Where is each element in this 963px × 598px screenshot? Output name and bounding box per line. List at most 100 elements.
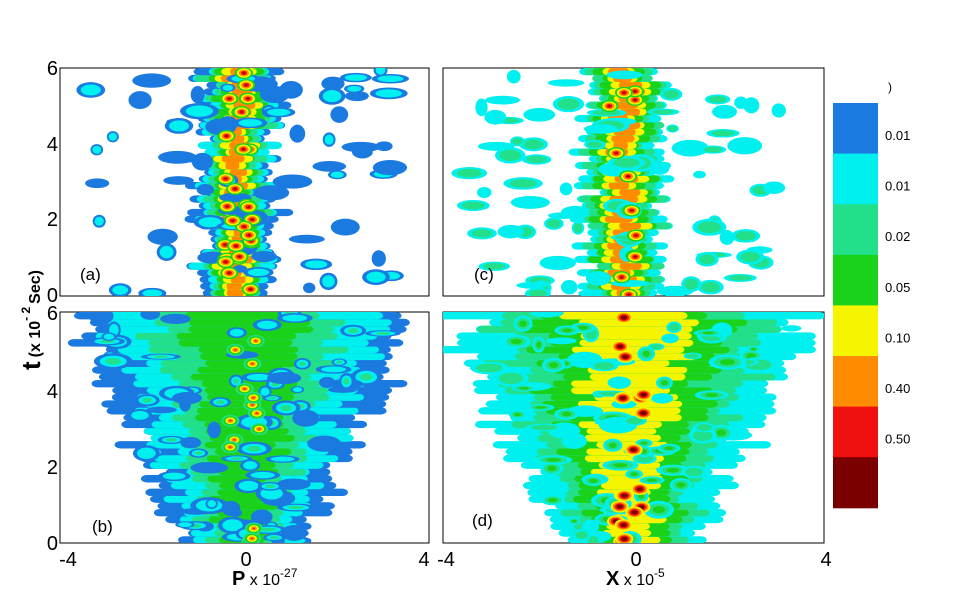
contour-band: [619, 222, 642, 230]
x-ticks-left: -4 0 4: [59, 549, 429, 571]
panel-a: (a): [59, 67, 430, 297]
y-tick-4: 4: [47, 134, 58, 156]
y-ticks-top: 6 4 2 0: [47, 58, 58, 307]
x-tick-neg4: -4: [437, 549, 455, 571]
contour-blob: [557, 98, 580, 110]
contour-blob: [561, 205, 590, 219]
contour-blob: [575, 530, 588, 540]
contour-blob: [207, 421, 221, 439]
contour-blob: [483, 263, 506, 270]
contour-blob: [292, 409, 320, 427]
contour-blob: [686, 353, 700, 359]
contour-peak: [250, 537, 254, 540]
contour-peak: [622, 91, 626, 94]
contour-blob: [559, 182, 573, 196]
contour-blob: [372, 160, 408, 176]
contour-blob: [475, 363, 503, 373]
contour-peak: [243, 388, 246, 390]
contour-blob: [196, 183, 214, 196]
contour-peak: [636, 486, 643, 492]
contour-peak: [224, 261, 227, 263]
contour-blob: [131, 410, 149, 420]
contour-blob: [292, 387, 303, 393]
x-axis-symbol: X: [606, 568, 620, 590]
contour-blob: [185, 105, 214, 117]
colorbar-level-label: 0.02: [885, 229, 910, 244]
contour-blob: [347, 328, 359, 334]
contour-peak: [247, 206, 250, 208]
contour-blob: [169, 120, 189, 132]
contour-blob: [539, 255, 576, 271]
contour-blob: [80, 84, 101, 96]
colorbar-swatch: [833, 254, 878, 306]
contour-blob: [321, 76, 345, 91]
contour-blob: [153, 355, 169, 358]
colorbar-swatch: [833, 457, 878, 509]
contour-blob: [172, 391, 202, 405]
x-tick-0: 0: [240, 549, 251, 571]
contour-peak: [249, 288, 252, 291]
contour-blob: [142, 397, 153, 403]
x-tick-neg4: -4: [59, 549, 77, 571]
contour-peak: [255, 412, 258, 415]
contour-blob: [158, 150, 197, 164]
contour-blob: [535, 406, 547, 409]
contour-blob: [536, 341, 542, 348]
contour-blob: [165, 438, 177, 442]
contour-blob: [88, 312, 114, 325]
contour-band: [198, 345, 299, 354]
contour-band: [229, 168, 247, 176]
contour-blob: [322, 275, 335, 288]
contour-blob: [375, 68, 386, 75]
contour-blob: [142, 289, 163, 296]
contour-blob: [497, 224, 524, 239]
contour-peak: [245, 84, 248, 86]
contour-peak: [634, 234, 638, 237]
contour-band: [608, 182, 630, 190]
contour-blob: [92, 145, 102, 154]
contour-blob: [523, 139, 544, 150]
x-axis-text: x 10: [245, 572, 280, 589]
contour-blob: [461, 201, 485, 210]
contour-blob: [781, 325, 802, 332]
y-tick-6: 6: [47, 58, 58, 80]
contour-blob: [265, 484, 276, 489]
x-axis-label-p: P x 10-27: [232, 566, 298, 590]
contour-blob: [587, 141, 603, 148]
contour-blob: [253, 185, 290, 201]
contour-blob: [573, 223, 583, 233]
contour-blob: [578, 289, 603, 296]
contour-blob: [276, 478, 311, 490]
contour-blob: [509, 178, 537, 188]
contour-blob: [222, 519, 243, 532]
contour-peak: [621, 493, 628, 498]
contour-blob: [136, 447, 156, 459]
x-axis-exponent: -5: [654, 566, 665, 580]
contour-peak: [238, 255, 241, 258]
y-axis-prefix: (x 10: [27, 321, 44, 358]
contour-blob: [641, 449, 648, 454]
contour-blob: [288, 505, 304, 510]
contour-blob: [636, 455, 654, 463]
colorbar-swatch: [833, 406, 878, 458]
contour-blob: [589, 478, 598, 483]
contour-band: [196, 407, 297, 415]
contour-blob: [651, 393, 674, 404]
contour-blob: [703, 146, 723, 153]
y-axis-exponent: - 2: [19, 307, 33, 321]
contour-peak: [622, 354, 629, 359]
y-tick-0: 0: [47, 533, 58, 555]
contour-band: [576, 352, 697, 361]
contour-blob: [280, 404, 292, 411]
panel-b: (b): [59, 311, 430, 544]
contour-blob: [159, 245, 174, 259]
contour-blob: [132, 73, 172, 88]
panel-c-label: (c): [474, 265, 494, 284]
contour-blob: [547, 219, 561, 228]
contour-blob: [548, 498, 558, 503]
contour-peak: [620, 522, 627, 528]
contour-blob: [190, 85, 205, 104]
colorbar-swatch: [833, 153, 878, 205]
contour-blob: [251, 250, 277, 262]
contour-blob: [547, 465, 557, 472]
